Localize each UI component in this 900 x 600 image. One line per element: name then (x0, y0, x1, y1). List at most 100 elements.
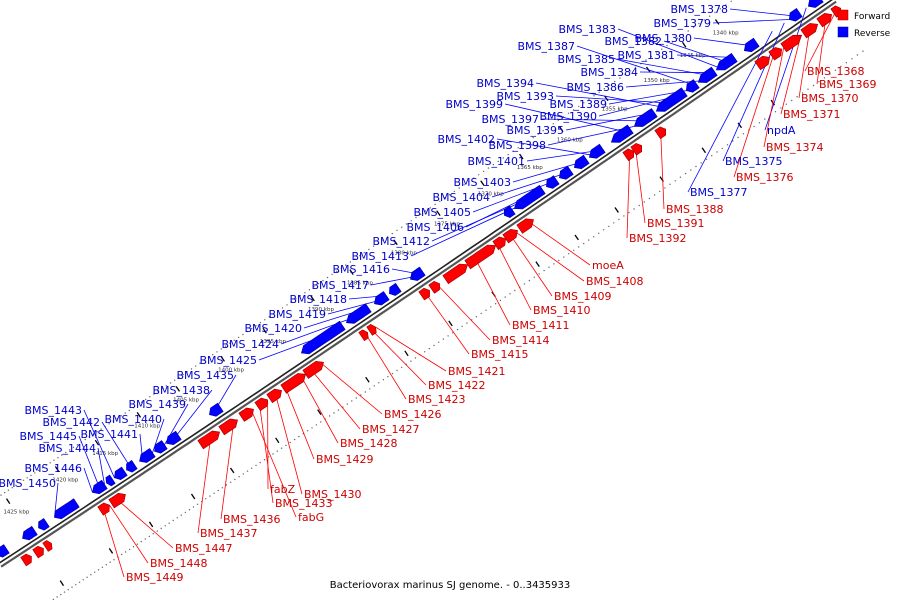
forward-gene-label[interactable]: moeA (592, 259, 624, 272)
forward-gene-label[interactable]: BMS_1368 (807, 65, 865, 78)
forward-gene-label[interactable]: BMS_1421 (448, 365, 506, 378)
forward-gene-label[interactable]: BMS_1437 (200, 527, 258, 540)
gene-arrow[interactable] (610, 124, 634, 143)
forward-gene-label[interactable]: BMS_1427 (362, 423, 420, 436)
gene-arrow[interactable] (633, 108, 658, 127)
gene-arrow[interactable] (807, 0, 824, 8)
forward-gene-label[interactable]: BMS_1426 (384, 408, 442, 421)
reverse-gene-label[interactable]: BMS_1394 (476, 77, 534, 90)
reverse-gene-label[interactable]: BMS_1435 (176, 369, 234, 382)
reverse-gene-label[interactable]: BMS_1405 (413, 206, 471, 219)
reverse-gene-label[interactable]: BMS_1425 (199, 354, 257, 367)
gene-arrow[interactable] (54, 498, 80, 520)
forward-gene-label[interactable]: BMS_1430 (304, 488, 362, 501)
reverse-gene-label[interactable]: BMS_1442 (42, 416, 100, 429)
reverse-gene-label[interactable]: BMS_1418 (289, 293, 347, 306)
gene-arrow[interactable] (715, 52, 738, 71)
gene-arrow[interactable] (108, 492, 126, 509)
gene-arrow[interactable] (389, 282, 402, 296)
reverse-gene-label[interactable]: BMS_1389 (549, 98, 607, 111)
forward-gene-label[interactable]: BMS_1429 (316, 453, 374, 466)
gene-arrow[interactable] (546, 175, 560, 189)
gene-arrow[interactable] (358, 329, 369, 342)
gene-arrow[interactable] (218, 418, 238, 436)
gene-arrow[interactable] (302, 360, 324, 379)
forward-gene-label[interactable]: BMS_1391 (647, 217, 705, 230)
gene-arrow[interactable] (42, 540, 53, 552)
gene-arrow[interactable] (410, 266, 426, 281)
gene-arrow[interactable] (442, 263, 468, 285)
gene-arrow[interactable] (20, 553, 32, 567)
forward-gene-label[interactable]: BMS_1448 (150, 557, 208, 570)
forward-gene-label[interactable]: BMS_1409 (554, 290, 612, 303)
gene-arrow[interactable] (559, 165, 574, 180)
forward-gene-label[interactable]: BMS_1433 (275, 497, 333, 510)
forward-gene-label[interactable]: BMS_1415 (471, 348, 529, 361)
reverse-gene-label[interactable]: BMS_1424 (221, 338, 279, 351)
reverse-gene-label[interactable]: BMS_1439 (128, 398, 186, 411)
forward-gene-label[interactable]: BMS_1370 (801, 92, 859, 105)
reverse-gene-label[interactable]: npdA (767, 124, 796, 137)
reverse-gene-label[interactable]: BMS_1382 (604, 35, 662, 48)
gene-arrow[interactable] (516, 218, 534, 234)
forward-gene-label[interactable]: BMS_1388 (666, 203, 724, 216)
reverse-gene-label[interactable]: BMS_1385 (557, 53, 615, 66)
gene-arrow[interactable] (622, 148, 634, 162)
reverse-gene-label[interactable]: BMS_1419 (268, 308, 326, 321)
reverse-gene-label[interactable]: BMS_1406 (406, 221, 464, 234)
gene-arrow[interactable] (418, 287, 430, 301)
reverse-gene-label[interactable]: BMS_1386 (566, 81, 624, 94)
gene-arrow[interactable] (301, 320, 346, 355)
reverse-gene-label[interactable]: BMS_1444 (38, 442, 96, 455)
reverse-gene-label[interactable]: BMS_1397 (481, 113, 539, 126)
gene-arrow[interactable] (38, 518, 50, 531)
forward-gene-label[interactable]: fabG (298, 511, 324, 524)
gene-arrow[interactable] (197, 430, 220, 450)
gene-arrow[interactable] (374, 291, 390, 306)
gene-arrow[interactable] (32, 545, 44, 559)
reverse-gene-label[interactable]: BMS_1399 (445, 98, 503, 111)
reverse-gene-label[interactable]: BMS_1404 (432, 191, 490, 204)
gene-arrow[interactable] (254, 397, 268, 412)
forward-gene-label[interactable]: BMS_1371 (783, 108, 841, 121)
reverse-gene-label[interactable]: BMS_1416 (332, 263, 390, 276)
gene-arrow[interactable] (0, 544, 10, 558)
gene-arrow[interactable] (139, 448, 156, 463)
reverse-gene-label[interactable]: BMS_1377 (690, 186, 748, 199)
gene-arrow[interactable] (697, 66, 718, 83)
gene-arrow[interactable] (492, 236, 506, 251)
reverse-gene-label[interactable]: BMS_1401 (467, 155, 525, 168)
forward-gene-label[interactable]: BMS_1422 (428, 379, 486, 392)
gene-arrow[interactable] (800, 23, 819, 39)
gene-arrow[interactable] (209, 402, 224, 417)
gene-arrow[interactable] (754, 55, 771, 71)
gene-arrow[interactable] (464, 244, 496, 270)
reverse-gene-label[interactable]: BMS_1413 (351, 250, 409, 263)
gene-arrow[interactable] (743, 37, 760, 53)
forward-gene-label[interactable]: BMS_1423 (408, 393, 466, 406)
gene-arrow[interactable] (788, 7, 803, 22)
reverse-gene-label[interactable]: BMS_1417 (311, 279, 369, 292)
reverse-gene-label[interactable]: BMS_1445 (19, 430, 77, 443)
forward-gene-label[interactable]: BMS_1411 (512, 319, 570, 332)
gene-arrow[interactable] (573, 154, 590, 170)
gene-arrow[interactable] (502, 228, 518, 244)
gene-arrow[interactable] (280, 373, 306, 394)
gene-arrow[interactable] (503, 205, 516, 218)
forward-gene-label[interactable]: BMS_1376 (736, 171, 794, 184)
reverse-gene-label[interactable]: BMS_1395 (506, 124, 564, 137)
reverse-gene-label[interactable]: BMS_1438 (152, 384, 210, 397)
reverse-gene-label[interactable]: BMS_1378 (670, 3, 728, 16)
reverse-gene-label[interactable]: BMS_1390 (539, 110, 597, 123)
reverse-gene-label[interactable]: BMS_1443 (24, 404, 82, 417)
reverse-gene-label[interactable]: BMS_1420 (244, 322, 302, 335)
gene-arrow[interactable] (816, 12, 833, 28)
reverse-gene-label[interactable]: BMS_1450 (0, 477, 56, 490)
gene-arrow[interactable] (428, 281, 440, 294)
reverse-gene-label[interactable]: BMS_1387 (517, 40, 575, 53)
reverse-gene-label[interactable]: BMS_1379 (653, 17, 711, 30)
gene-arrow[interactable] (654, 126, 666, 140)
gene-arrow[interactable] (346, 303, 372, 324)
reverse-gene-label[interactable]: BMS_1381 (617, 49, 675, 62)
gene-arrow[interactable] (97, 502, 110, 516)
